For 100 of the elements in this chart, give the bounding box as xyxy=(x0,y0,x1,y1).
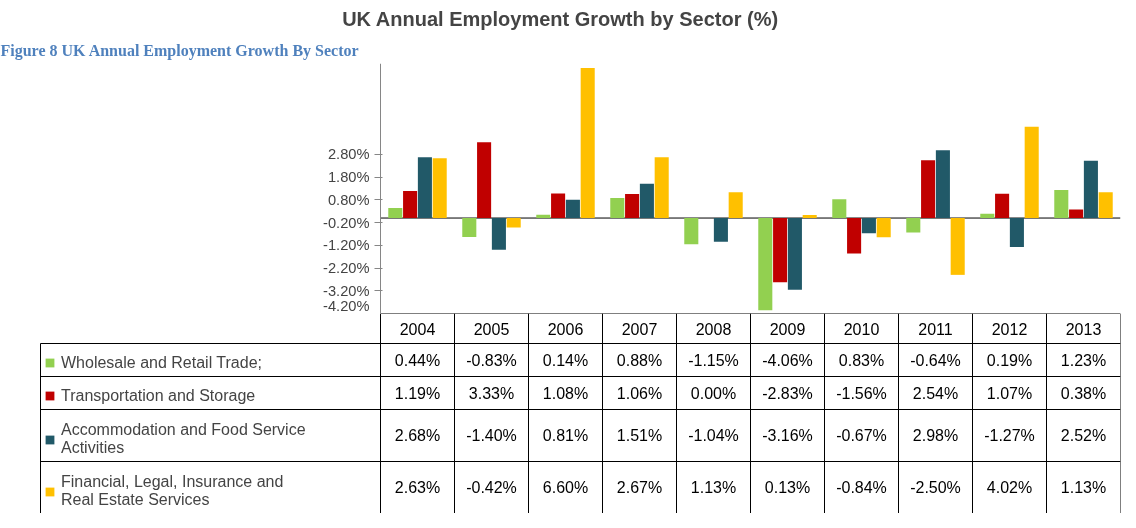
bar xyxy=(773,218,788,283)
bar xyxy=(462,218,477,237)
bar xyxy=(491,218,506,250)
bar xyxy=(477,142,492,219)
bar xyxy=(847,218,862,254)
legend-label: Accommodation and Food Service Activities xyxy=(61,421,306,457)
data-label: 2.68% xyxy=(394,427,441,444)
bar xyxy=(876,218,891,238)
data-label: 0.19% xyxy=(986,351,1033,369)
y-tick-label: 1.80% xyxy=(327,169,370,186)
data-label: 1.23% xyxy=(1060,351,1107,369)
bar xyxy=(861,218,876,234)
bar xyxy=(580,68,595,219)
bar xyxy=(403,191,418,219)
data-label: 0.13% xyxy=(764,479,811,496)
chart-title: UK Annual Employment Growth by Sector (%) xyxy=(342,7,779,30)
bar xyxy=(432,158,447,219)
bar xyxy=(921,160,936,219)
legend-label: Financial, Legal, Insurance and Real Estate Services xyxy=(61,473,284,509)
caption: Figure 8 UK Annual Employment Growth By Sector xyxy=(0,41,359,60)
data-label: 0.00% xyxy=(690,384,737,402)
y-tick-label: 0.80% xyxy=(327,191,370,208)
bar xyxy=(684,218,699,245)
y-tick-label: -4.20% xyxy=(323,297,370,314)
data-label: -0.83% xyxy=(466,351,517,369)
bar xyxy=(388,208,403,219)
data-label: -1.04% xyxy=(688,427,739,444)
bar xyxy=(950,218,965,275)
x-tick-label: 2008 xyxy=(695,320,732,338)
data-label: -2.83% xyxy=(762,384,813,402)
bar xyxy=(610,198,625,219)
bar xyxy=(625,193,640,219)
data-label: -0.84% xyxy=(836,479,887,496)
legend-label: Wholesale and Retail Trade; xyxy=(61,353,262,372)
x-tick-label: 2004 xyxy=(399,320,436,338)
bar xyxy=(1024,126,1039,219)
data-label: -2.50% xyxy=(910,479,961,496)
bar xyxy=(906,218,921,233)
bar xyxy=(1069,209,1084,219)
bar xyxy=(1009,218,1024,247)
bar xyxy=(639,183,654,219)
bar xyxy=(980,213,995,219)
bar xyxy=(1054,190,1069,219)
bar xyxy=(935,150,950,219)
bar xyxy=(506,218,521,228)
y-tick-label: -0.20% xyxy=(323,214,370,231)
data-label: 1.51% xyxy=(616,427,663,444)
data-label: 1.06% xyxy=(616,384,663,402)
bar xyxy=(713,218,728,242)
bar xyxy=(551,193,566,219)
data-label: 3.33% xyxy=(468,384,515,402)
x-tick-label: 2009 xyxy=(769,320,806,338)
x-tick-label: 2005 xyxy=(473,320,510,338)
bar xyxy=(1098,192,1113,219)
legend-label: Transportation and Storage xyxy=(61,386,256,405)
data-label: -0.64% xyxy=(910,351,961,369)
data-label: -1.40% xyxy=(466,427,517,444)
bar xyxy=(536,214,551,219)
data-label: 0.81% xyxy=(542,427,589,444)
data-label: -1.56% xyxy=(836,384,887,402)
data-label: 0.44% xyxy=(394,351,441,369)
data-label: -0.67% xyxy=(836,427,887,444)
data-label: 6.60% xyxy=(542,479,589,496)
bar xyxy=(654,157,669,219)
data-label: 4.02% xyxy=(986,479,1033,496)
data-label: 2.98% xyxy=(912,427,959,444)
data-label: 1.07% xyxy=(986,384,1033,402)
bar xyxy=(758,218,773,311)
data-label: 0.88% xyxy=(616,351,663,369)
bar xyxy=(728,192,743,219)
data-label: -1.15% xyxy=(688,351,739,369)
y-tick-label: -2.20% xyxy=(323,260,370,277)
x-tick-label: 2007 xyxy=(621,320,658,338)
data-label: 1.13% xyxy=(690,479,737,496)
bar xyxy=(787,218,802,290)
data-label: -0.42% xyxy=(466,479,517,496)
data-label: 1.08% xyxy=(542,384,589,402)
data-label: 2.67% xyxy=(616,479,663,496)
x-tick-label: 2013 xyxy=(1065,320,1102,338)
bar xyxy=(832,199,847,219)
y-tick-label: 2.80% xyxy=(327,146,370,163)
x-tick-label: 2006 xyxy=(547,320,584,338)
bar xyxy=(802,215,817,219)
data-label: 1.19% xyxy=(394,384,441,402)
bar xyxy=(1083,160,1098,219)
bar xyxy=(995,193,1010,219)
x-tick-label: 2010 xyxy=(843,320,880,338)
bar xyxy=(565,199,580,219)
data-label: -3.16% xyxy=(762,427,813,444)
data-label: -4.06% xyxy=(762,351,813,369)
data-label: 1.13% xyxy=(1060,479,1107,496)
data-label: 0.83% xyxy=(838,351,885,369)
y-tick-label: -1.20% xyxy=(323,237,370,254)
x-tick-label: 2011 xyxy=(918,320,953,338)
bar xyxy=(417,157,432,219)
data-label: 0.38% xyxy=(1060,384,1107,402)
data-label: -1.27% xyxy=(984,427,1035,444)
data-label: 0.14% xyxy=(542,351,589,369)
data-label: 2.63% xyxy=(394,479,441,496)
y-tick-label: -3.20% xyxy=(323,282,370,299)
